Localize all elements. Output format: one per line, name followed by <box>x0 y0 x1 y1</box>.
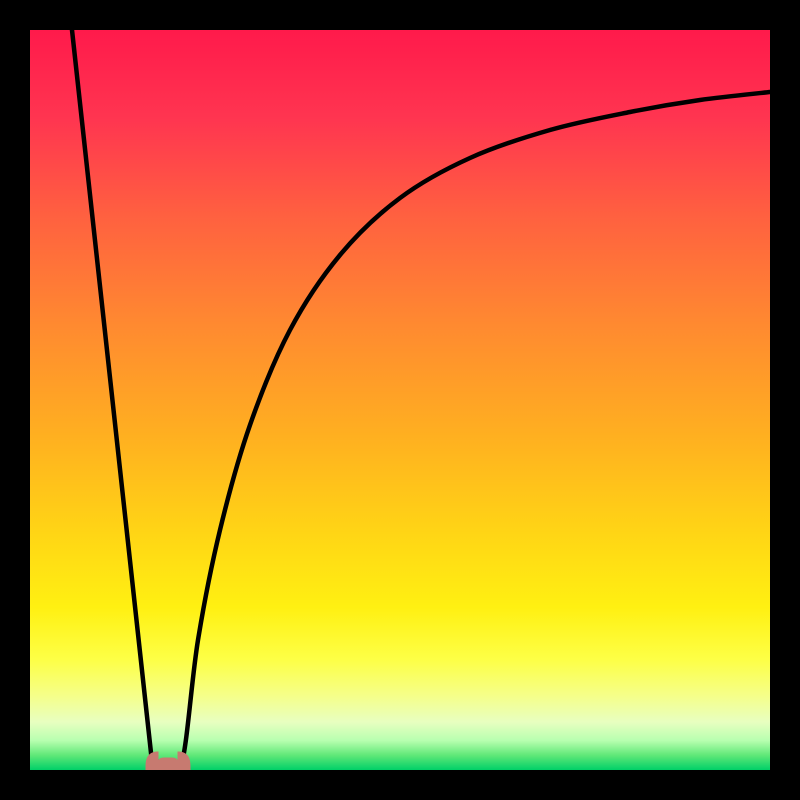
chart-svg <box>0 0 800 800</box>
frame-top <box>0 0 800 30</box>
frame-right <box>770 0 800 800</box>
frame-bottom <box>0 770 800 800</box>
chart-root: TheBottleneck.com <box>0 0 800 800</box>
frame-left <box>0 0 30 800</box>
